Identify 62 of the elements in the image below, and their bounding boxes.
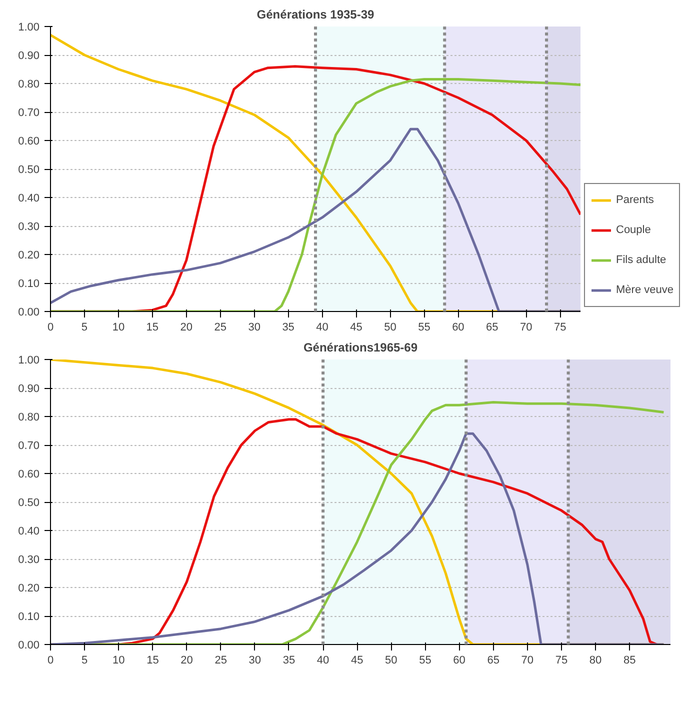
x-tick-label: 10: [112, 322, 125, 334]
legend-label: Fils adulte: [616, 254, 666, 266]
x-tick-label: 25: [214, 322, 227, 334]
x-tick-label: 20: [180, 322, 193, 334]
y-tick-label: 0.00: [18, 640, 40, 652]
legend-label: Mère veuve: [616, 284, 674, 296]
y-tick-label: 0.40: [18, 192, 40, 204]
y-tick-label: 0.90: [18, 383, 40, 395]
y-tick-label: 0.70: [18, 440, 40, 452]
y-tick-label: 0.20: [18, 250, 40, 262]
x-tick-label: 65: [487, 654, 500, 666]
x-tick-label: 55: [418, 322, 430, 334]
x-tick-label: 15: [146, 654, 159, 666]
y-tick-label: 0.30: [18, 554, 40, 566]
x-tick-label: 5: [82, 654, 88, 666]
x-tick-label: 30: [248, 654, 262, 666]
y-tick-label: 1.00: [18, 354, 40, 366]
x-tick-label: 60: [452, 322, 464, 334]
y-tick-label: 0.60: [18, 136, 40, 148]
y-tick-label: 0.10: [18, 278, 40, 290]
x-tick-label: 70: [521, 654, 534, 666]
y-tick-label: 0.40: [18, 526, 40, 538]
y-tick-label: 0.60: [18, 468, 40, 480]
y-tick-label: 0.30: [18, 221, 40, 233]
x-tick-label: 30: [248, 322, 260, 334]
y-tick-label: 0.00: [18, 306, 40, 318]
x-tick-label: 0: [47, 322, 54, 334]
x-tick-label: 75: [554, 322, 566, 334]
x-tick-label: 5: [81, 322, 88, 334]
y-tick-label: 0.80: [18, 412, 40, 424]
x-tick-label: 35: [282, 322, 294, 334]
x-tick-label: 45: [350, 654, 364, 666]
x-tick-label: 85: [624, 654, 636, 666]
x-tick-label: 45: [350, 322, 362, 334]
x-tick-label: 40: [316, 654, 330, 666]
x-tick-label: 35: [282, 654, 296, 666]
x-tick-label: 10: [112, 654, 125, 666]
x-tick-label: 15: [146, 322, 159, 334]
x-tick-label: 70: [520, 322, 532, 334]
chart-title: Générations1965-69: [303, 340, 418, 354]
y-tick-label: 0.20: [18, 582, 40, 594]
legend-label: Parents: [616, 194, 655, 206]
x-tick-label: 40: [316, 322, 328, 334]
x-tick-label: 65: [486, 322, 498, 334]
x-tick-label: 60: [453, 654, 466, 666]
y-tick-label: 0.50: [18, 497, 40, 509]
y-tick-label: 0.90: [18, 50, 40, 62]
y-tick-label: 0.10: [18, 611, 40, 623]
y-tick-label: 1.00: [18, 22, 40, 34]
x-tick-label: 75: [555, 654, 568, 666]
x-tick-label: 80: [589, 654, 602, 666]
x-tick-label: 55: [419, 654, 432, 666]
chart-title: Générations 1935-39: [256, 8, 375, 22]
legend-label: Couple: [616, 224, 652, 236]
x-tick-label: 20: [180, 654, 193, 666]
x-tick-label: 50: [385, 654, 398, 666]
x-tick-label: 0: [47, 654, 54, 666]
y-tick-label: 0.70: [18, 107, 40, 119]
y-tick-label: 0.50: [18, 164, 40, 176]
x-tick-label: 25: [214, 654, 227, 666]
y-tick-label: 0.80: [18, 78, 40, 90]
x-tick-label: 50: [384, 322, 396, 334]
